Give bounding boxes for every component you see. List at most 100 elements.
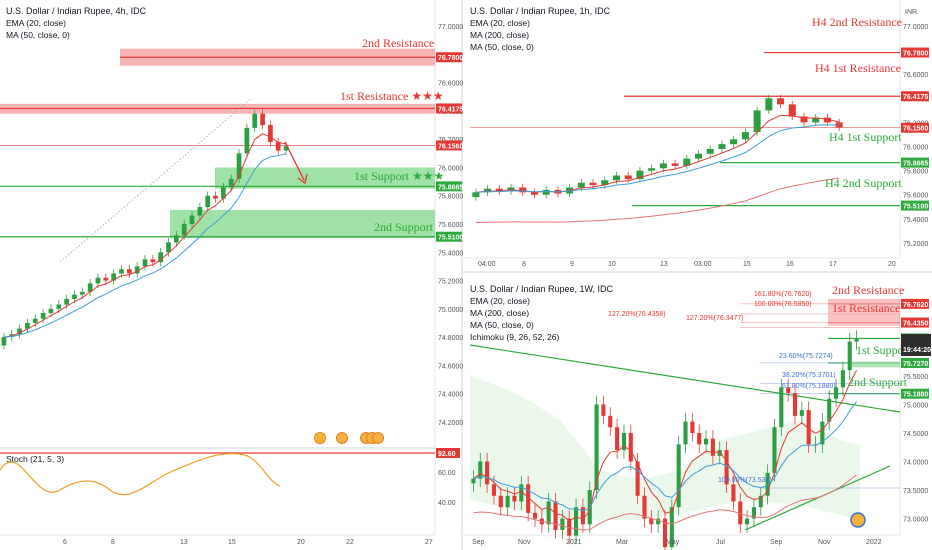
y-tick: 77.0000: [903, 24, 928, 31]
candle-body: [656, 518, 661, 525]
candle-body: [1, 337, 7, 346]
candle-body: [275, 142, 281, 151]
x-tick: Nov: [818, 539, 831, 546]
candle-body: [840, 370, 845, 388]
candle-body: [635, 461, 640, 496]
candle-body: [507, 187, 515, 192]
h4-chart-title: U.S. Dollar / Indian Rupee, 4h, IDC: [6, 6, 147, 16]
candle-body: [636, 170, 644, 180]
candle-body: [505, 495, 510, 508]
x-tick: 10: [608, 261, 616, 268]
candle-body: [823, 117, 831, 123]
candle-body: [812, 117, 820, 123]
stoch-value: 92.60: [438, 451, 456, 458]
support-zone: [848, 361, 900, 368]
candle-body: [150, 259, 156, 263]
candle-body: [704, 438, 709, 445]
x-tick: Sep: [472, 539, 485, 546]
price-tag: [901, 47, 929, 58]
price-tag: [436, 52, 462, 63]
flag-icon[interactable]: [314, 432, 326, 444]
ma-line: [3, 153, 287, 338]
x-tick: 27: [425, 539, 433, 546]
y-tick: 75.2000: [438, 279, 463, 286]
y-tick: 76.0000: [903, 145, 928, 152]
x-tick: 20: [297, 539, 305, 546]
candle-body: [512, 495, 517, 502]
candle-body: [491, 484, 496, 496]
price-tag: [436, 181, 462, 192]
candle-body: [706, 148, 714, 154]
stoch-line: [0, 453, 281, 496]
h4-event-flags[interactable]: [314, 432, 384, 444]
stoch-legend: Stoch (21, 5, 3): [6, 454, 64, 464]
x-tick: 03:00: [694, 261, 712, 268]
candle-body: [659, 163, 667, 169]
x-tick: 15: [228, 539, 236, 546]
flag-icon[interactable]: [850, 512, 866, 528]
candle-body: [542, 189, 550, 195]
price-tag: [901, 357, 929, 368]
h1-h4-1st-resistance-label: H4 1st Resistance: [815, 61, 901, 75]
candle-body: [134, 266, 140, 274]
resistance-zone: [828, 298, 900, 326]
ma200-line: [475, 177, 840, 223]
candle-body: [519, 187, 527, 193]
candle-body: [485, 461, 490, 485]
candle-body: [142, 259, 148, 267]
candle-body: [589, 182, 597, 186]
price-tag: [901, 200, 929, 211]
fib-label: 38.20%(75.3701): [782, 372, 836, 379]
candle-body: [580, 507, 585, 525]
w1-countdown: 19:44:20: [903, 347, 931, 354]
candle-body: [174, 235, 179, 243]
candle-body: [498, 495, 503, 508]
candle-body: [724, 450, 729, 485]
candle-body: [786, 387, 791, 394]
candle-body: [95, 277, 101, 284]
candle-body: [526, 484, 531, 513]
h4-2nd-support-label: 2nd Support: [374, 220, 434, 234]
candle-body: [612, 175, 620, 181]
candle-body: [519, 484, 524, 502]
h1-h4-2nd-support-label: H4 2nd Support: [825, 176, 902, 190]
candle-body: [252, 113, 258, 128]
x-tick: Sep: [770, 539, 783, 546]
candle-body: [624, 175, 632, 180]
y-tick: 74.4000: [438, 392, 463, 399]
price-tag-label: 76.4350: [903, 321, 928, 328]
flag-icon[interactable]: [372, 432, 384, 444]
flag-icon[interactable]: [336, 432, 348, 444]
candle-body: [792, 393, 798, 416]
candle-body: [228, 178, 234, 188]
price-tag-label: 75.8665: [903, 161, 928, 168]
y-tick: 75.6000: [903, 193, 928, 200]
x-tick: 6: [63, 539, 67, 546]
ma200-line: [473, 474, 857, 531]
candle-body: [79, 291, 85, 295]
candle-body: [628, 432, 633, 462]
candle-body: [213, 195, 218, 199]
candle-body: [236, 153, 242, 179]
candle-body: [40, 313, 46, 319]
h1-chart-panel[interactable]: 77.000076.800076.600076.400076.200076.00…: [470, 6, 929, 268]
w1-1st-resistance-label: 1st Resistance: [832, 301, 900, 315]
price-tag-label: 75.1880: [903, 392, 928, 399]
h4-1st-support-label: 1st Support ★★★: [354, 169, 444, 183]
candle-body: [260, 113, 265, 126]
h1-ma200-legend: MA (200, close): [470, 30, 529, 40]
x-tick: 8: [111, 539, 115, 546]
candle-body: [553, 501, 558, 530]
candle-body: [205, 195, 211, 208]
level-zone: [215, 167, 435, 189]
candle-body: [669, 507, 674, 548]
candle-body: [601, 180, 609, 186]
h4-chart-panel[interactable]: 77.000076.800076.600076.400076.200076.00…: [0, 6, 463, 546]
candle-body: [615, 427, 620, 451]
w1-ichimoku-legend: Ichimoku (9, 26, 52, 26): [470, 332, 559, 342]
w1-ma200-legend: MA (200, close): [470, 308, 529, 318]
w1-chart-panel[interactable]: 75.5000 75.0000 74.5000 74.0000 73.5000 73.00…: [469, 283, 931, 550]
candle-body: [532, 512, 538, 519]
